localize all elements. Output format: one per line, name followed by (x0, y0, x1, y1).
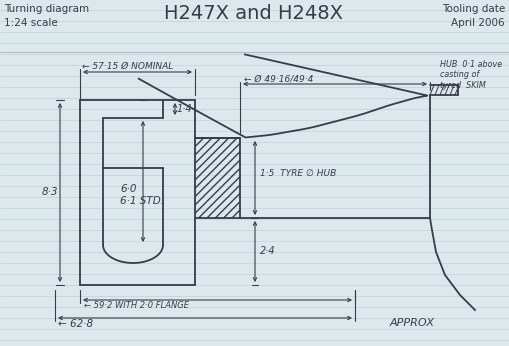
Text: 1·4: 1·4 (177, 104, 192, 114)
Text: 1·5  TYRE ∅ HUB: 1·5 TYRE ∅ HUB (260, 169, 336, 177)
Text: April 2006: April 2006 (451, 18, 505, 28)
Text: 2·4: 2·4 (260, 246, 276, 256)
Text: Turning diagram: Turning diagram (4, 4, 89, 14)
Text: 6·0
6·1 STD.: 6·0 6·1 STD. (120, 184, 164, 206)
Text: ← Ø 49·16/49·4: ← Ø 49·16/49·4 (244, 74, 314, 83)
Text: APPROX: APPROX (390, 318, 435, 328)
Text: HUB  0·1 above
casting of
tyred  SKIM: HUB 0·1 above casting of tyred SKIM (440, 60, 502, 90)
Text: 1:24 scale: 1:24 scale (4, 18, 58, 28)
Text: ← 59·2 WITH 2·0 FLANGE: ← 59·2 WITH 2·0 FLANGE (84, 301, 189, 310)
Text: ← 62·8: ← 62·8 (58, 319, 93, 329)
Text: H247X and H248X: H247X and H248X (164, 4, 344, 23)
Text: 8·3: 8·3 (42, 187, 58, 197)
Text: ← 57·15 Ø NOMINAL: ← 57·15 Ø NOMINAL (82, 62, 173, 71)
Text: Tooling date: Tooling date (442, 4, 505, 14)
